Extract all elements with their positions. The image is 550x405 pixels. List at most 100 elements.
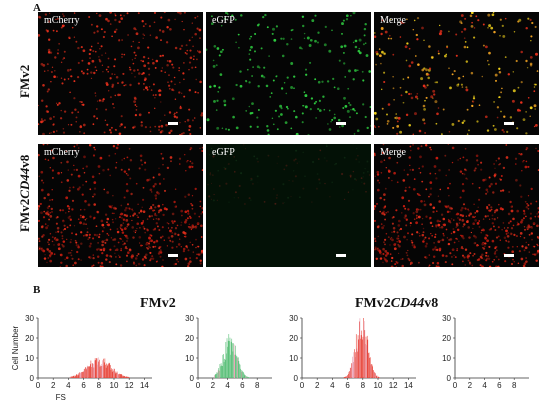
cell-dot [43,210,46,213]
histogram-bar [95,360,97,378]
cell-dot [103,188,106,191]
histogram-bar [365,336,367,378]
cell-dot [488,24,492,28]
cell-dot [424,256,426,258]
cell-dot [235,159,238,162]
cell-dot [536,70,539,72]
cell-dot [111,73,114,75]
cell-dot [100,28,103,31]
cell-dot [101,240,105,244]
histogram-bar [111,371,113,378]
cell-dot [192,251,195,253]
histogram-bar [362,336,364,378]
cell-dot [401,264,404,267]
cell-dot [492,225,495,228]
cell-dot [131,257,133,259]
cell-dot [288,180,290,182]
cell-dot [501,128,504,132]
cell-dot [425,96,428,99]
cell-dot [186,217,189,220]
histogram-bar [345,376,347,378]
cell-dot [154,125,157,128]
cell-dot [146,178,149,182]
cell-dot [392,53,395,56]
cell-dot [45,226,48,230]
cell-dot [456,247,458,250]
cell-dot [328,49,332,53]
cell-dot [480,168,483,171]
cell-dot [499,163,501,165]
cell-dot [391,238,394,242]
cell-dot [145,253,148,257]
histogram-bar [91,363,93,378]
cell-dot [314,39,317,43]
cell-dot [163,178,165,180]
cell-dot [60,172,63,174]
cell-dot [519,232,523,235]
cell-dot [384,187,387,190]
cell-dot [520,195,523,198]
cell-dot [407,249,409,252]
cell-dot [85,223,87,225]
cell-dot [107,57,110,60]
cell-dot [137,253,140,255]
cell-dot [134,113,138,117]
cell-dot [123,196,126,199]
cell-dot [93,181,97,184]
cell-dot [426,84,429,87]
cell-dot [343,62,346,65]
cell-dot [93,146,96,149]
cell-dot [41,118,43,120]
cell-dot [431,234,434,237]
cell-dot [187,159,189,162]
cell-dot [368,70,371,73]
cell-dot [318,99,322,103]
histogram-bar [240,371,242,378]
cell-dot [148,215,151,218]
cell-dot [55,30,58,33]
cell-dot [159,120,162,122]
cell-dot [265,84,269,88]
cell-dot [123,213,126,217]
cell-dot [405,59,408,62]
cell-dot [283,81,286,84]
cell-dot [134,97,137,101]
cell-dot [160,101,162,103]
cell-dot [293,75,296,78]
cell-dot [532,253,534,256]
cell-dot [274,202,277,205]
histogram-bar [108,363,109,378]
cell-dot [134,57,136,60]
cell-dot [191,195,194,197]
cell-dot [409,225,412,227]
cell-dot [294,158,297,161]
cell-dot [374,153,376,157]
cell-dot [149,246,151,249]
cell-dot [153,21,156,24]
cell-dot [166,222,169,224]
cell-dot [448,238,451,242]
histogram-bar [80,372,82,378]
cell-dot [408,92,411,96]
cell-dot [352,78,355,81]
cell-dot [120,115,123,118]
tile-label: Merge [380,15,406,26]
tile-label: mCherry [44,15,80,26]
cell-dot [58,242,61,245]
cell-dot [497,258,500,261]
cell-dot [194,32,197,36]
cell-dot [429,181,433,184]
cell-dot [105,254,109,257]
cell-dot [118,39,120,41]
cell-dot [387,37,390,40]
scale-bar [168,254,178,257]
cell-dot [480,231,482,234]
cell-dot [299,46,302,50]
cell-dot [308,44,312,47]
cell-dot [391,216,394,219]
histogram-bar [79,372,80,378]
histogram-bar [368,353,369,378]
cell-dot [213,84,217,88]
cell-dot [143,83,145,85]
cell-dot [406,173,409,176]
